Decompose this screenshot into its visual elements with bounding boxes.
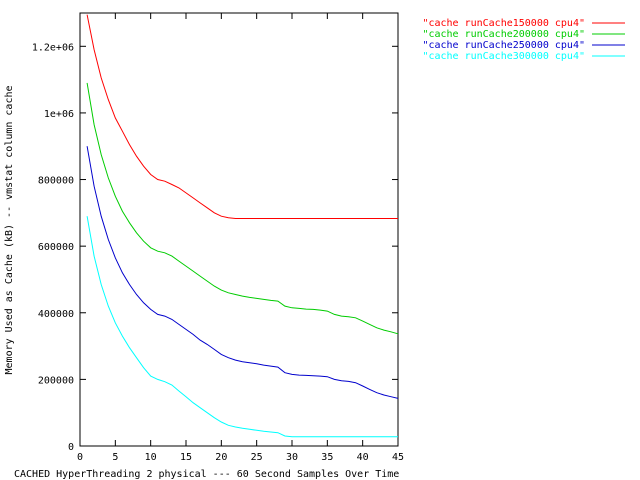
legend-entry-label: "cache runCache150000 cpu4" xyxy=(422,18,585,29)
y-tick-label: 400000 xyxy=(38,309,74,320)
y-tick-label: 1.2e+06 xyxy=(32,42,74,53)
x-tick-label: 25 xyxy=(251,452,263,463)
x-tick-label: 15 xyxy=(180,452,192,463)
y-tick-label: 600000 xyxy=(38,242,74,253)
series-line-3 xyxy=(86,146,399,399)
x-tick-label: 20 xyxy=(215,452,227,463)
legend-entry-label: "cache runCache200000 cpu4" xyxy=(422,29,585,40)
legend: "cache runCache150000 cpu4""cache runCac… xyxy=(422,18,625,62)
legend-entry-label: "cache runCache250000 cpu4" xyxy=(422,40,585,51)
x-tick-label: 0 xyxy=(77,452,83,463)
series-line-2 xyxy=(86,82,399,335)
series-line-4 xyxy=(86,216,398,438)
axes: 0 5 10 15 20 25 30 35 40 45 0 200000 400000 600000 800… xyxy=(32,12,404,463)
y-tick-label: 800000 xyxy=(38,176,74,187)
x-tick-label: 45 xyxy=(392,452,404,463)
y-tick-label: 0 xyxy=(68,442,74,453)
legend-entry-label: "cache runCache300000 cpu4" xyxy=(422,51,585,62)
plot-frame xyxy=(79,12,399,447)
y-axis-label: Memory Used as Cache (kB) -- vmstat colu… xyxy=(4,86,15,375)
x-tick-label: 40 xyxy=(357,452,369,463)
x-tick-label: 10 xyxy=(145,452,157,463)
x-tick-label: 35 xyxy=(321,452,333,463)
y-tick-label: 200000 xyxy=(38,375,74,386)
x-axis-label: CACHED HyperThreading 2 physical --- 60 … xyxy=(14,469,399,480)
x-tick-label: 5 xyxy=(112,452,118,463)
series-lines xyxy=(86,14,399,438)
y-tick-label: 1e+06 xyxy=(44,109,74,120)
series-line-1 xyxy=(86,14,398,219)
x-tick-label: 30 xyxy=(286,452,298,463)
